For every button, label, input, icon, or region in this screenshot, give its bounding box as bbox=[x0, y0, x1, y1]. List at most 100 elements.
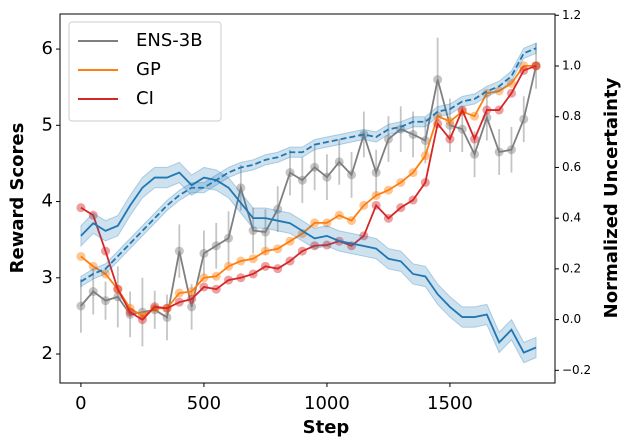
marker bbox=[236, 273, 246, 283]
marker bbox=[76, 251, 86, 261]
y-tick-label: 4 bbox=[42, 191, 53, 212]
marker bbox=[310, 218, 320, 228]
marker bbox=[420, 177, 430, 187]
marker bbox=[420, 151, 430, 161]
marker bbox=[297, 246, 307, 256]
marker bbox=[396, 177, 406, 187]
marker bbox=[260, 261, 270, 271]
legend-box bbox=[68, 21, 222, 122]
marker bbox=[383, 134, 393, 144]
marker bbox=[285, 256, 295, 266]
marker bbox=[199, 248, 209, 258]
marker bbox=[187, 302, 197, 312]
marker bbox=[101, 246, 111, 256]
marker bbox=[88, 287, 98, 297]
marker bbox=[297, 175, 307, 185]
marker bbox=[347, 216, 357, 226]
series-line bbox=[80, 47, 537, 283]
x-axis-label: Step bbox=[303, 417, 350, 438]
marker bbox=[494, 147, 504, 157]
marker bbox=[76, 301, 86, 311]
marker bbox=[408, 168, 418, 178]
marker bbox=[482, 88, 492, 98]
plot-frame bbox=[59, 13, 556, 384]
marker bbox=[248, 226, 258, 236]
marker bbox=[260, 246, 270, 256]
marker bbox=[457, 124, 467, 134]
legend: ENS-3B GP CI bbox=[68, 21, 222, 122]
marker bbox=[273, 244, 283, 254]
marker bbox=[211, 241, 221, 251]
marker bbox=[383, 213, 393, 223]
uncertainty-band bbox=[80, 42, 537, 288]
marker bbox=[396, 203, 406, 213]
marker bbox=[199, 282, 209, 292]
marker bbox=[76, 203, 86, 213]
marker bbox=[445, 134, 455, 144]
marker bbox=[199, 273, 209, 283]
marker bbox=[506, 78, 516, 88]
x-tick-label: 1500 bbox=[427, 393, 473, 414]
y-tick-label: 2 bbox=[42, 343, 53, 364]
y2-tick-label: 0.2 bbox=[562, 261, 581, 275]
marker bbox=[494, 105, 504, 115]
marker bbox=[174, 246, 184, 256]
marker bbox=[420, 136, 430, 146]
y-tick-label: 6 bbox=[42, 38, 53, 59]
series-line bbox=[80, 171, 537, 354]
marker bbox=[211, 271, 221, 281]
y2-tick-label: 0.6 bbox=[562, 160, 581, 174]
marker bbox=[224, 275, 234, 285]
marker bbox=[285, 168, 295, 178]
x-tick-label: 0 bbox=[75, 393, 86, 414]
marker bbox=[150, 303, 160, 313]
marker bbox=[113, 284, 123, 294]
marker bbox=[519, 65, 529, 75]
y2-tick-label: 1.0 bbox=[562, 58, 581, 72]
marker bbox=[334, 157, 344, 167]
marker bbox=[162, 312, 172, 322]
marker bbox=[445, 120, 455, 130]
marker bbox=[125, 309, 135, 319]
marker bbox=[371, 190, 381, 200]
marker bbox=[506, 145, 516, 155]
y2-axis-label: Normalized Uncertainty bbox=[601, 77, 622, 318]
marker bbox=[88, 261, 98, 271]
marker bbox=[248, 269, 258, 279]
marker bbox=[408, 129, 418, 139]
y2-tick-label: −0.2 bbox=[562, 363, 591, 377]
x-tick-label: 1000 bbox=[304, 393, 350, 414]
x-tick-label: 500 bbox=[187, 393, 221, 414]
series-line bbox=[80, 65, 537, 319]
marker bbox=[457, 105, 467, 115]
marker bbox=[224, 261, 234, 271]
legend-label: ENS-3B bbox=[136, 30, 203, 51]
marker bbox=[285, 236, 295, 246]
marker bbox=[470, 149, 480, 159]
y-tick-label: 3 bbox=[42, 267, 53, 288]
marker bbox=[408, 195, 418, 205]
marker bbox=[137, 315, 147, 325]
marker bbox=[433, 119, 443, 129]
y-axis-label: Reward Scores bbox=[7, 123, 28, 274]
marker bbox=[174, 297, 184, 307]
marker bbox=[334, 210, 344, 220]
marker bbox=[236, 183, 246, 193]
y-tick-label: 5 bbox=[42, 114, 53, 135]
series-line bbox=[80, 64, 537, 321]
marker bbox=[371, 200, 381, 210]
legend-label: CI bbox=[136, 88, 154, 109]
y2-tick-label: 1.2 bbox=[562, 8, 581, 22]
marker bbox=[359, 200, 369, 210]
marker bbox=[162, 303, 172, 313]
y2-tick-label: 0.0 bbox=[562, 312, 581, 326]
marker bbox=[470, 134, 480, 144]
marker bbox=[187, 294, 197, 304]
marker bbox=[174, 288, 184, 298]
marker bbox=[310, 162, 320, 172]
marker bbox=[211, 284, 221, 294]
marker bbox=[150, 302, 160, 312]
marker bbox=[248, 254, 258, 264]
marker bbox=[359, 231, 369, 241]
marker bbox=[224, 233, 234, 243]
